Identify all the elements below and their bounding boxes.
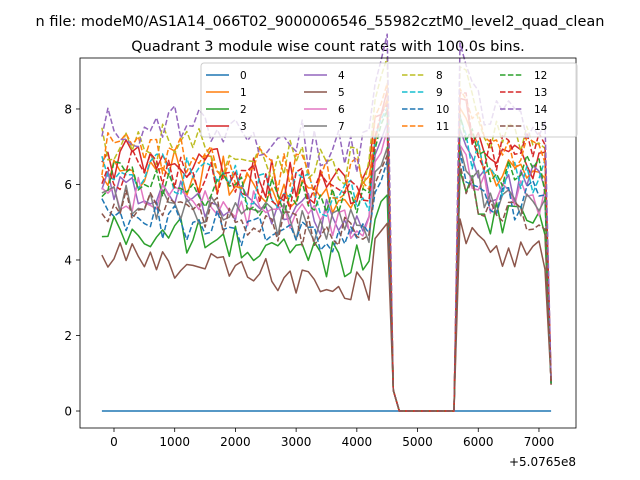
legend-label-15: 15 (534, 121, 547, 133)
series-line-1 (101, 98, 552, 412)
legend-label-0: 0 (240, 70, 247, 82)
chart-suptitle: n file: modeM0/AS1A14_066T02_9000006546_… (36, 14, 605, 30)
x-tick-label: 4000 (342, 435, 373, 449)
y-tick-label: 0 (64, 405, 72, 419)
legend-box (200, 62, 578, 138)
x-tick-label: 1000 (159, 435, 190, 449)
x-tick-label: 2000 (220, 435, 251, 449)
legend-label-5: 5 (338, 87, 345, 99)
series-line-4 (101, 122, 552, 412)
legend-label-6: 6 (338, 104, 345, 116)
x-tick-label: 3000 (281, 435, 312, 449)
series-line-13 (101, 92, 552, 412)
legend-label-12: 12 (534, 70, 547, 82)
series-line-12 (101, 109, 552, 412)
series-line-15 (101, 154, 552, 412)
legend-label-4: 4 (338, 70, 345, 82)
legend-label-9: 9 (436, 87, 443, 99)
series-line-7 (101, 146, 552, 412)
x-tick-label: 7000 (524, 435, 555, 449)
y-tick-label: 2 (64, 329, 72, 343)
legend-label-1: 1 (240, 87, 247, 99)
plot-frame (79, 57, 577, 429)
x-tick-label: 6000 (463, 435, 494, 449)
legend-label-2: 2 (240, 104, 247, 116)
legend-label-11: 11 (436, 121, 449, 133)
axis-layer: 0 1000 2000 3000 4000 5000 6000 7000 0 2 4 6 8 (64, 102, 554, 449)
x-tick-label: 0 (110, 435, 118, 449)
y-tick-label: 4 (64, 253, 72, 267)
series-line-10 (101, 150, 552, 412)
legend-label-8: 8 (436, 70, 443, 82)
legend-label-13: 13 (534, 87, 547, 99)
legend-label-3: 3 (240, 121, 247, 133)
series-line-5 (101, 218, 552, 412)
y-tick-label: 6 (64, 178, 72, 192)
chart-title: Quadrant 3 module wise count rates with … (131, 39, 525, 55)
x-tick-label: 5000 (402, 435, 433, 449)
legend-label-10: 10 (436, 104, 449, 116)
legend-label-14: 14 (534, 104, 548, 116)
x-offset-label: +5.0765e8 (509, 455, 576, 469)
legend-label-7: 7 (338, 121, 345, 133)
y-tick-label: 8 (64, 102, 72, 116)
